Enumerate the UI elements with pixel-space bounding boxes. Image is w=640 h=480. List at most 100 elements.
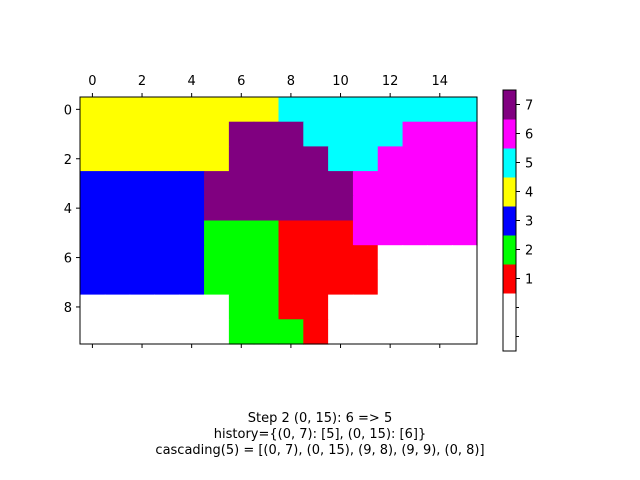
heatmap-cell xyxy=(303,97,329,123)
heatmap-cell xyxy=(377,220,404,246)
heatmap-cell xyxy=(303,294,329,320)
heatmap-cell xyxy=(80,97,106,123)
heatmap-cell xyxy=(228,146,255,172)
colorbar-segment xyxy=(503,235,516,265)
heatmap-cell xyxy=(427,220,453,246)
heatmap-cell xyxy=(402,269,428,296)
heatmap-cell xyxy=(204,269,230,296)
heatmap-cell xyxy=(204,146,230,172)
heatmap-cell xyxy=(129,97,156,123)
heatmap-cell xyxy=(228,171,255,197)
heatmap-cell xyxy=(278,171,304,197)
heatmap-cell xyxy=(402,171,428,197)
heatmap-cell xyxy=(179,171,205,197)
heatmap-cell xyxy=(154,171,180,197)
colorbar-tick-label: 4 xyxy=(525,186,533,201)
x-tick-label: 8 xyxy=(287,74,295,89)
heatmap-cell xyxy=(154,146,180,172)
heatmap-cell xyxy=(253,171,280,197)
heatmap-cell xyxy=(129,294,156,320)
heatmap-cell xyxy=(402,195,428,222)
caption-line-1: Step 2 (0, 15): 6 => 5 xyxy=(248,411,392,426)
colorbar-tick-label: 6 xyxy=(525,128,533,143)
colorbar-tick-label: 3 xyxy=(525,215,533,230)
x-tick-label: 2 xyxy=(138,74,146,89)
heatmap-cell xyxy=(228,97,255,123)
x-tick-label: 6 xyxy=(237,74,245,89)
heatmap-cell xyxy=(154,195,180,222)
heatmap-cell xyxy=(452,319,478,345)
caption-line-2: history={(0, 7): [5], (0, 15): [6]} xyxy=(214,427,426,442)
heatmap-cell xyxy=(427,319,453,345)
heatmap-cell xyxy=(104,171,131,197)
colorbar-tick-label: 7 xyxy=(525,99,533,114)
heatmap-cell xyxy=(179,319,205,345)
heatmap-cell xyxy=(278,319,304,345)
heatmap-cell xyxy=(377,319,404,345)
heatmap-cell xyxy=(179,269,205,296)
heatmap-cell xyxy=(104,220,131,246)
heatmap-cell xyxy=(452,294,478,320)
x-axis-top: 0 2 4 6 8 10 12 14 xyxy=(88,74,448,97)
heatmap-cell xyxy=(452,220,478,246)
colorbar-segment xyxy=(503,148,516,178)
heatmap-cell xyxy=(204,245,230,271)
heatmap-cell xyxy=(179,121,205,147)
heatmap-cell xyxy=(427,294,453,320)
heatmap-cell xyxy=(352,195,379,222)
heatmap-cell xyxy=(204,220,230,246)
heatmap-cell xyxy=(278,195,304,222)
heatmap-cell xyxy=(427,195,453,222)
heatmap-cell xyxy=(377,171,404,197)
heatmap-cell xyxy=(204,121,230,147)
heatmap-cell xyxy=(328,294,354,320)
heatmap-cell xyxy=(328,146,354,172)
heatmap-cell xyxy=(303,146,329,172)
heatmap-cell xyxy=(303,171,329,197)
colorbar-segment xyxy=(503,264,516,294)
heatmap-cell xyxy=(204,97,230,123)
heatmap-cell xyxy=(80,220,106,246)
heatmap-cell xyxy=(427,245,453,271)
heatmap-cell xyxy=(278,294,304,320)
heatmap-cell xyxy=(80,195,106,222)
colorbar-tick-label: 5 xyxy=(525,157,533,172)
y-tick-label: 2 xyxy=(64,153,72,168)
heatmap-cell xyxy=(402,245,428,271)
heatmap-cell xyxy=(303,319,329,345)
heatmap-cell xyxy=(228,294,255,320)
heatmap-cell xyxy=(328,319,354,345)
heatmap-cell xyxy=(80,171,106,197)
colorbar-tick-label: 1 xyxy=(525,273,533,288)
caption-line-3: cascading(5) = [(0, 7), (0, 15), (9, 8),… xyxy=(155,443,484,458)
heatmap-cell xyxy=(377,97,404,123)
heatmap-cell xyxy=(303,121,329,147)
heatmap-cell xyxy=(427,146,453,172)
heatmap-cell xyxy=(377,121,404,147)
heatmap-cell xyxy=(154,245,180,271)
heatmap-cell xyxy=(154,269,180,296)
heatmap-cell xyxy=(402,294,428,320)
heatmap-cell xyxy=(204,294,230,320)
heatmap-cell xyxy=(377,294,404,320)
heatmap-cell xyxy=(104,294,131,320)
heatmap-cell xyxy=(228,220,255,246)
heatmap-cell xyxy=(253,195,280,222)
x-tick-label: 12 xyxy=(382,74,399,89)
heatmap-cell xyxy=(402,146,428,172)
heatmap-cell xyxy=(352,171,379,197)
heatmap-cell xyxy=(129,319,156,345)
heatmap-cell xyxy=(104,269,131,296)
heatmap-cell xyxy=(452,146,478,172)
heatmap-cell xyxy=(204,171,230,197)
heatmap-cell xyxy=(278,97,304,123)
heatmap-cell xyxy=(129,220,156,246)
x-tick-label: 14 xyxy=(432,74,449,89)
heatmap-cell xyxy=(228,245,255,271)
x-tick-label: 10 xyxy=(332,74,349,89)
colorbar-segment xyxy=(503,177,516,207)
heatmap-cell xyxy=(352,121,379,147)
heatmap-cell xyxy=(129,146,156,172)
heatmap-cell xyxy=(303,245,329,271)
